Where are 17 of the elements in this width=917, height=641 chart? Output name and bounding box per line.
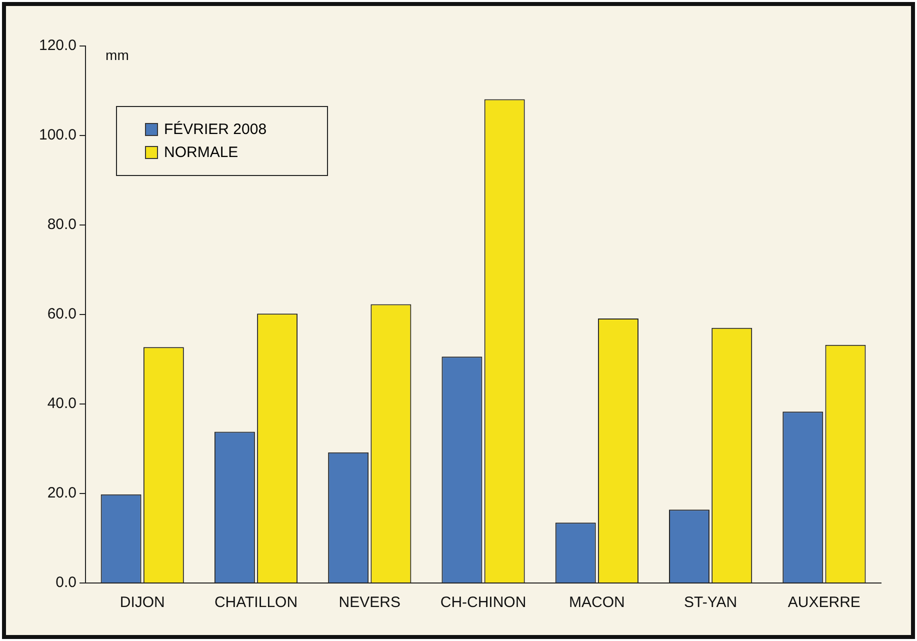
y-tick-label: 40.0 (47, 395, 77, 412)
y-tick-label: 20.0 (47, 484, 77, 502)
x-tick-label: CH-CHINON (440, 594, 526, 612)
x-tick-label: DIJON (120, 594, 165, 612)
y-tick-label: 0.0 (56, 574, 77, 592)
x-tick-label: CHATILLON (214, 594, 298, 612)
x-tick-label: AUXERRE (788, 594, 860, 612)
y-tick-label: 80.0 (47, 216, 77, 234)
y-tick-label: 120.0 (38, 37, 77, 54)
y-tick-label: 60.0 (47, 306, 77, 323)
legend-label: NORMALE (163, 144, 240, 161)
x-tick-label: ST-YAN (684, 594, 738, 612)
x-tick-label: NEVERS (338, 594, 400, 612)
y-tick-label: 100.0 (38, 126, 77, 144)
x-tick-label: MACON (568, 594, 625, 612)
y-axis-title: mm (106, 46, 129, 63)
legend-label: FÉVRIER 2008 (163, 121, 267, 138)
